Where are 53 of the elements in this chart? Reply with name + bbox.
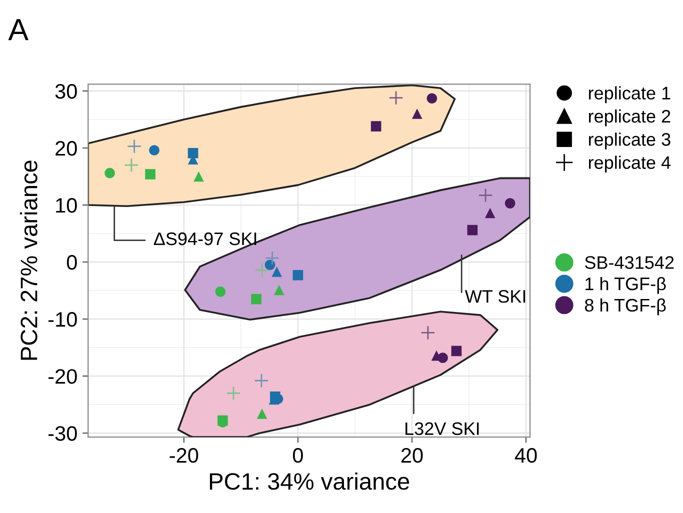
y-tick-label: 20 [56, 140, 77, 156]
point [215, 286, 226, 297]
text: 1 h TGF-β [586, 277, 666, 294]
point [504, 198, 516, 208]
x-tick-label: -20 [170, 448, 198, 463]
point [270, 391, 280, 402]
point [426, 93, 438, 104]
point [412, 108, 422, 119]
point [194, 171, 204, 182]
y-axis-title: PC2: 27% variance [20, 160, 38, 360]
x-axis-title: PC1: 34% variance [210, 472, 410, 490]
point [292, 270, 304, 280]
x-tick-label: 0 [292, 448, 303, 463]
annotation: WT SKI [464, 290, 526, 303]
point [272, 266, 282, 277]
point [145, 169, 156, 180]
point [127, 139, 142, 154]
point [370, 121, 382, 132]
text: replicate 2 [588, 109, 670, 126]
point [264, 260, 276, 270]
point [251, 294, 262, 304]
point [188, 148, 198, 158]
point [104, 168, 115, 178]
point [254, 373, 269, 388]
point [420, 325, 436, 340]
annotation: L32V SKI [406, 422, 479, 436]
point [451, 346, 462, 356]
x-tick-label: 20 [401, 448, 423, 463]
text: SB-431542 [584, 256, 674, 269]
x-tick-label: 40 [514, 448, 537, 463]
text: replicate 3 [588, 132, 670, 150]
point [254, 262, 270, 278]
point [124, 158, 139, 172]
y-tick-label: 0 [66, 255, 77, 270]
point [274, 284, 284, 296]
y-tick-label: -20 [48, 369, 77, 384]
text: replicate 4 [588, 156, 671, 173]
point [467, 224, 478, 236]
y-tick-label: -30 [48, 426, 77, 441]
text: 8 h TGF-β [584, 298, 666, 316]
annotation: ΔS94-97 SKI [154, 232, 256, 246]
y-tick-label: -10 [48, 312, 77, 327]
point [478, 188, 493, 203]
point [226, 386, 241, 400]
text: A [8, 19, 29, 40]
y-tick-label: 30 [55, 84, 77, 99]
point [149, 145, 160, 156]
point [388, 90, 404, 106]
point [256, 408, 268, 419]
y-tick-label: 10 [56, 198, 77, 213]
point [484, 208, 496, 218]
point [264, 250, 280, 266]
text: replicate 1 [588, 86, 670, 104]
